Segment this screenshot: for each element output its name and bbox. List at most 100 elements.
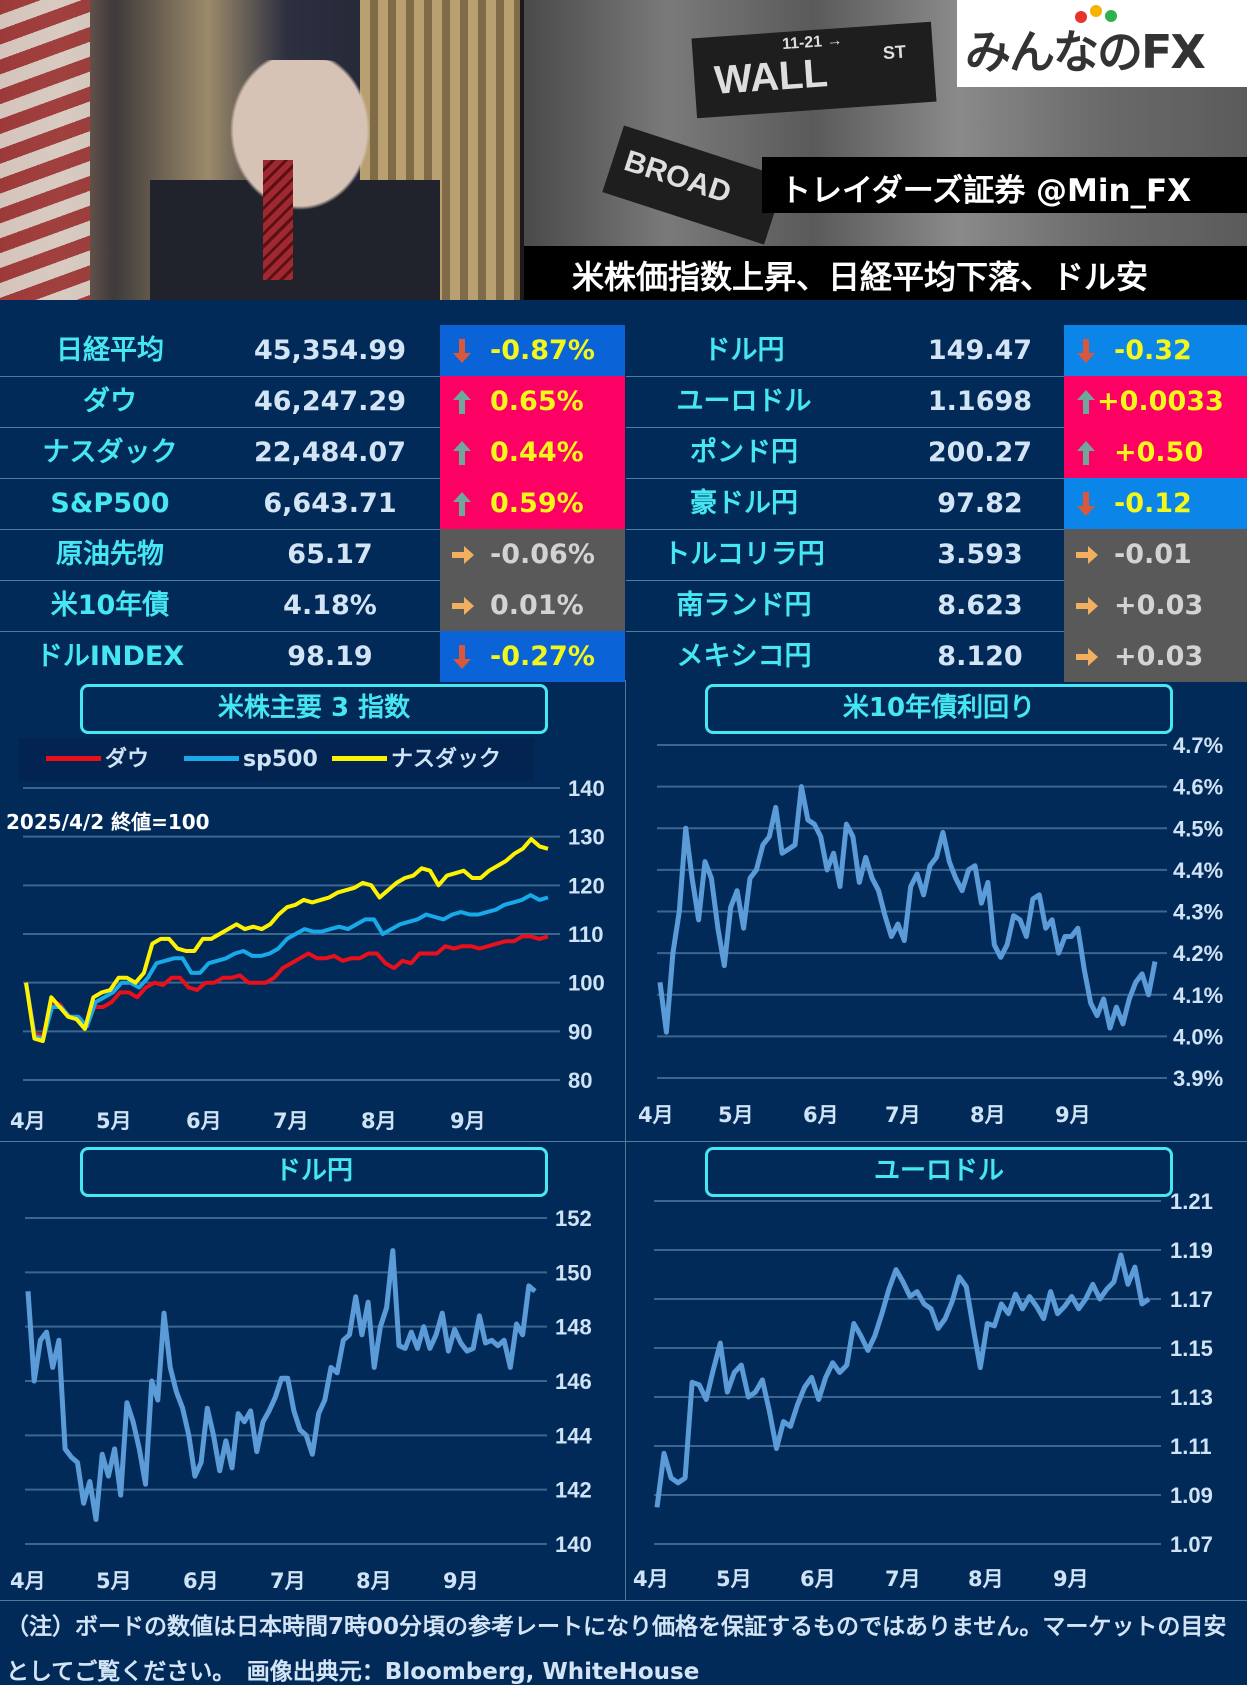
y-tick-label: 4.5% xyxy=(1173,816,1223,841)
change-badge: -0.06% xyxy=(440,529,625,580)
row-divider xyxy=(626,427,1064,428)
series-line xyxy=(657,784,1158,1035)
change-value: 0.59% xyxy=(490,488,584,519)
change-badge: -0.32 xyxy=(1064,325,1247,376)
handle-banner: トレイダーズ証券 @Min_FX xyxy=(762,157,1247,213)
panel-divider-vertical xyxy=(625,680,626,1600)
legend-item-dow: ダウ xyxy=(46,738,149,781)
header-banner: 11-21 → WALL ST BROAD みんなのFX トレイダーズ証券 @M… xyxy=(0,0,1247,300)
y-tick-label: 150 xyxy=(555,1260,592,1285)
change-badge: 0.59% xyxy=(440,478,625,529)
x-tick-label: 7月 xyxy=(273,1109,309,1133)
instrument-value: 1.1698 xyxy=(927,386,1033,417)
y-tick-label: 4.6% xyxy=(1173,775,1223,800)
x-tick-label: 7月 xyxy=(885,1103,921,1127)
y-tick-label: 146 xyxy=(555,1369,592,1394)
twitter-handle: トレイダーズ証券 @Min_FX xyxy=(780,173,1192,209)
logo-dot-red xyxy=(1075,11,1087,23)
y-tick-label: 140 xyxy=(568,776,605,801)
chart-eurusd: 1.07 1.09 1.11 1.13 1.15 1.17 1.19 1.21 4月 5月 6月 7月… xyxy=(633,1189,1213,1591)
headline: 米株価指数上昇、日経平均下落、ドル安 xyxy=(572,258,1149,296)
legend-label-dow: ダウ xyxy=(105,747,150,772)
board-row: 豪ドル円 97.82 -0.12 xyxy=(626,478,1247,529)
y-tick-label: 1.11 xyxy=(1170,1434,1212,1459)
x-tick-label: 8月 xyxy=(970,1103,1006,1127)
sign-broad-text: BROAD xyxy=(620,144,736,210)
y-tick-label: 100 xyxy=(568,971,605,996)
board-row: 日経平均 45,354.99 -0.87% xyxy=(0,325,625,376)
change-value: -0.32 xyxy=(1114,335,1192,366)
change-badge: -0.87% xyxy=(440,325,625,376)
panel-divider-horizontal xyxy=(0,1141,1247,1142)
x-tick-label: 6月 xyxy=(800,1567,836,1591)
instrument-value: 65.17 xyxy=(287,539,373,570)
y-tick-label: 80 xyxy=(568,1068,592,1093)
change-badge: -0.12 xyxy=(1064,478,1247,529)
change-badge: +0.50 xyxy=(1064,427,1247,478)
legend-swatch-sp500 xyxy=(184,755,239,761)
arrow-down-icon xyxy=(453,645,471,669)
logo-dot-yellow xyxy=(1090,5,1102,17)
sign-wall-text: WALL xyxy=(712,51,830,103)
instrument-name: メキシコ円 xyxy=(676,641,812,672)
x-tick-label: 9月 xyxy=(1053,1567,1089,1591)
logo-text: みんなのFX xyxy=(965,25,1206,79)
instrument-value: 8.623 xyxy=(937,590,1023,621)
y-tick-label: 1.19 xyxy=(1170,1238,1213,1263)
x-tick-label: 5月 xyxy=(718,1103,754,1127)
instrument-value: 8.120 xyxy=(937,641,1023,672)
x-tick-label: 5月 xyxy=(96,1109,132,1133)
change-value: -0.01 xyxy=(1114,539,1192,570)
arrow-down-icon xyxy=(1077,492,1095,516)
change-value: +0.03 xyxy=(1114,641,1204,672)
broad-st-sign: BROAD xyxy=(602,125,786,245)
change-badge: 0.44% xyxy=(440,427,625,478)
x-tick-label: 4月 xyxy=(10,1109,46,1133)
us-flag-decoration xyxy=(0,0,90,300)
arrow-up-icon xyxy=(453,441,471,465)
arrow-up-icon xyxy=(1077,390,1095,414)
row-divider xyxy=(0,529,440,530)
chart-legend: ダウ sp500 ナスダック xyxy=(19,738,534,781)
row-divider xyxy=(0,631,440,632)
chart-us10y-yield: 3.9% 4.0% 4.1% 4.2% 4.3% 4.4% 4.5% 4.6% 4.7% 4月 5月… xyxy=(638,733,1223,1127)
series-line xyxy=(24,934,549,1039)
footer-divider xyxy=(0,1600,1247,1601)
y-tick-label: 1.07 xyxy=(1170,1532,1213,1557)
wall-st-sign: 11-21 → WALL ST xyxy=(691,21,937,119)
instrument-name: 日経平均 xyxy=(56,335,164,366)
instrument-value: 6,643.71 xyxy=(263,488,397,519)
change-value: -0.27% xyxy=(490,641,595,672)
arrow-down-icon xyxy=(453,339,471,363)
instrument-name: トルコリラ円 xyxy=(663,539,825,570)
legend-item-sp500: sp500 xyxy=(184,738,318,781)
board-row: ドルINDEX 98.19 -0.27% xyxy=(0,631,625,682)
change-value: 0.44% xyxy=(490,437,584,468)
change-badge: 0.01% xyxy=(440,580,625,631)
person-figure xyxy=(150,60,440,300)
y-tick-label: 1.17 xyxy=(1170,1287,1213,1312)
board-row: 米10年債 4.18% 0.01% xyxy=(0,580,625,631)
x-tick-label: 9月 xyxy=(443,1569,479,1593)
instrument-name: 南ランド円 xyxy=(676,590,812,621)
instrument-value: 149.47 xyxy=(927,335,1033,366)
board-row: ユーロドル 1.1698 +0.0033 xyxy=(626,376,1247,427)
change-value: -0.06% xyxy=(490,539,595,570)
change-value: +0.50 xyxy=(1114,437,1204,468)
board-row: S&P500 6,643.71 0.59% xyxy=(0,478,625,529)
instrument-value: 3.593 xyxy=(937,539,1023,570)
arrow-right-icon xyxy=(1076,546,1098,564)
y-tick-label: 140 xyxy=(555,1532,592,1557)
x-tick-label: 6月 xyxy=(803,1103,839,1127)
change-value: -0.12 xyxy=(1114,488,1192,519)
row-divider xyxy=(626,478,1064,479)
x-tick-label: 4月 xyxy=(10,1569,46,1593)
instrument-name: ダウ xyxy=(83,386,137,417)
y-tick-label: 4.0% xyxy=(1173,1024,1223,1049)
row-divider xyxy=(626,580,1064,581)
chart-title-eurusd: ユーロドル xyxy=(705,1147,1173,1197)
x-tick-label: 8月 xyxy=(356,1569,392,1593)
chart-title-usdjpy: ドル円 xyxy=(80,1147,548,1197)
y-tick-label: 144 xyxy=(555,1423,592,1448)
logo-dot-green xyxy=(1105,10,1117,22)
